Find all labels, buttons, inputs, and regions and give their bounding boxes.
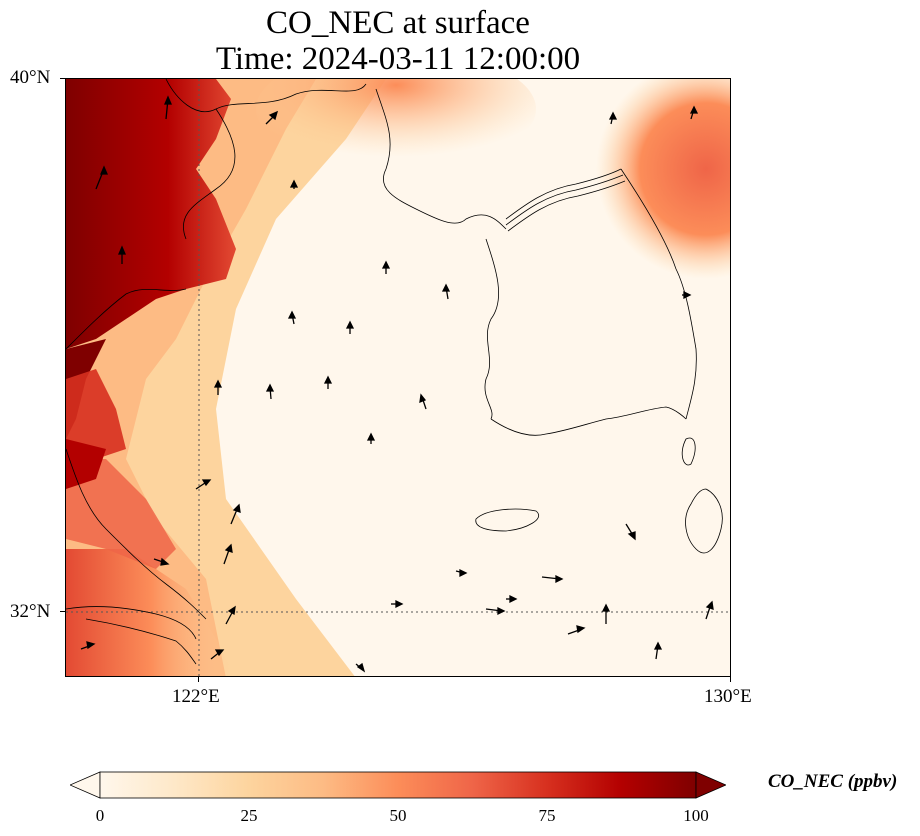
northeast-plume xyxy=(596,79,730,279)
colorbar-extend-low xyxy=(68,771,101,799)
colorbar-tick-0: 0 xyxy=(95,806,105,825)
colorbar xyxy=(68,770,728,800)
wind-arrow xyxy=(653,641,663,660)
lon-tick-130e xyxy=(730,677,731,682)
wind-arrow xyxy=(601,603,611,624)
wind-arrow xyxy=(506,594,518,604)
wind-arrow xyxy=(625,523,636,541)
high-concentration-block xyxy=(66,79,236,349)
wind-arrow xyxy=(366,432,376,444)
wind-arrow xyxy=(419,393,427,410)
wind-arrow xyxy=(230,503,241,525)
wind-arrow xyxy=(289,179,299,189)
map-title-line1: CO_NEC at surface xyxy=(266,5,530,41)
wind-arrow xyxy=(210,649,225,660)
wind-arrow xyxy=(391,599,404,609)
map-panel xyxy=(65,78,731,677)
wind-arrow xyxy=(541,574,564,584)
northern-plume xyxy=(256,79,536,169)
colorbar-label: CO_NEC (ppbv) xyxy=(768,771,898,792)
wind-arrow xyxy=(153,557,170,566)
wind-arrow xyxy=(323,375,333,389)
southwest-red xyxy=(66,459,176,569)
wind-arrow xyxy=(223,543,233,565)
colorbar-tick-75: 75 xyxy=(538,806,556,825)
red-patch-mid-west xyxy=(66,369,126,459)
lat-tick-40n xyxy=(60,78,65,79)
wind-arrow xyxy=(689,105,699,120)
map-title-line2: Time: 2024-03-11 12:00:00 xyxy=(215,41,581,77)
colorbar-body xyxy=(99,771,697,799)
wind-arrow xyxy=(682,290,692,300)
lat-tick-32n xyxy=(60,611,65,612)
wind-arrow xyxy=(455,568,468,578)
wind-arrow xyxy=(608,111,618,125)
wind-arrow xyxy=(95,165,108,190)
wind-arrow xyxy=(265,110,279,125)
wind-arrow xyxy=(381,260,391,274)
wind-arrow xyxy=(567,625,586,635)
colorbar-gradient xyxy=(68,771,728,799)
lon-label-130e: 130°E xyxy=(704,686,752,707)
wind-arrow xyxy=(441,283,451,300)
wind-arrow xyxy=(355,662,366,673)
wind-arrow xyxy=(118,245,126,264)
lon-label-122e: 122°E xyxy=(172,686,220,707)
wind-arrow xyxy=(287,310,297,325)
lat-label-32n: 32°N xyxy=(10,601,51,622)
colorbar-tick-100: 100 xyxy=(683,806,709,825)
wind-arrow xyxy=(485,606,506,616)
wind-arrow xyxy=(80,641,96,650)
wind-arrow xyxy=(345,320,355,334)
wind-arrow xyxy=(195,479,212,490)
wind-arrow xyxy=(213,379,223,395)
colorbar-extend-high xyxy=(695,771,728,799)
lat-label-40n: 40°N xyxy=(10,67,51,88)
wind-arrow xyxy=(225,605,236,625)
lon-tick-122e xyxy=(198,677,199,682)
wind-vectors xyxy=(80,95,714,673)
wind-arrow xyxy=(164,95,172,120)
concentration-field xyxy=(66,79,730,676)
wind-arrow xyxy=(705,600,714,620)
colorbar-tick-25: 25 xyxy=(240,806,258,825)
colorbar-tick-50: 50 xyxy=(389,806,407,825)
wind-arrow xyxy=(265,383,275,400)
